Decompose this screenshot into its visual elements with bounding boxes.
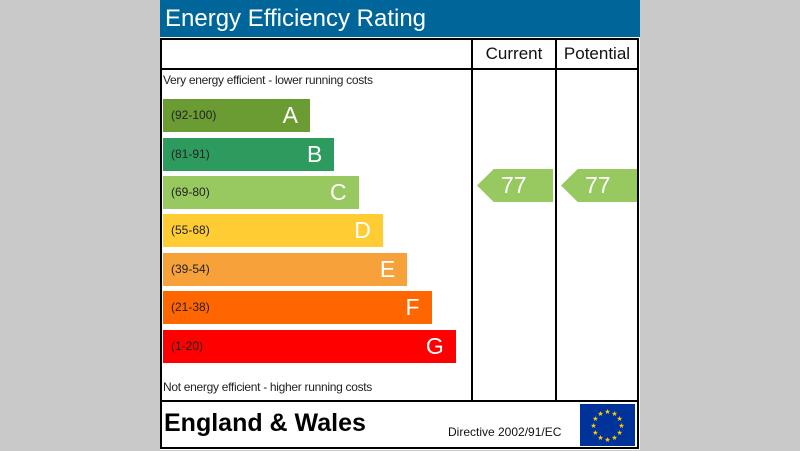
band-range: (92-100) bbox=[171, 108, 217, 122]
svg-text:★: ★ bbox=[592, 429, 598, 437]
top-note: Very energy efficient - lower running co… bbox=[163, 73, 373, 87]
energy-rating-panel: Energy Efficiency Rating Current Potenti… bbox=[160, 0, 640, 450]
svg-text:★: ★ bbox=[590, 422, 596, 430]
band-bar-e: (39-54) E bbox=[163, 253, 408, 286]
current-rating-arrow: 77 bbox=[477, 169, 553, 202]
band-bar-g: (1-20) G bbox=[163, 330, 456, 363]
svg-text:★: ★ bbox=[597, 434, 603, 442]
band-bar-a: (92-100) A bbox=[163, 99, 310, 132]
band-range: (55-68) bbox=[171, 223, 210, 237]
band-letter: F bbox=[405, 294, 420, 320]
region-label: England & Wales bbox=[164, 409, 366, 437]
svg-text:★: ★ bbox=[604, 436, 610, 444]
potential-column-header: Potential bbox=[563, 44, 631, 63]
band-range: (21-38) bbox=[171, 300, 210, 314]
band-bar-f: (21-38) F bbox=[163, 291, 432, 324]
svg-text:★: ★ bbox=[611, 410, 617, 418]
svg-text:★: ★ bbox=[616, 415, 622, 423]
svg-text:★: ★ bbox=[592, 415, 598, 423]
directive-label: Directive 2002/91/EC bbox=[448, 425, 562, 439]
bottom-note: Not energy efficient - higher running co… bbox=[163, 380, 373, 394]
band-letter: D bbox=[354, 217, 371, 243]
band-letter: B bbox=[306, 141, 323, 167]
chart-title: Energy Efficiency Rating bbox=[160, 0, 640, 37]
band-letter: E bbox=[379, 256, 396, 282]
header-divider bbox=[160, 68, 639, 70]
svg-text:★: ★ bbox=[611, 434, 617, 442]
eu-flag-icon: ★ ★ ★ ★ ★ ★ ★ ★ ★ ★ ★ ★ bbox=[580, 404, 635, 446]
band-letter: G bbox=[425, 333, 444, 359]
potential-rating-arrow: 77 bbox=[561, 169, 637, 202]
svg-text:★: ★ bbox=[618, 422, 624, 430]
column-divider bbox=[471, 38, 473, 402]
rating-table bbox=[160, 38, 639, 449]
potential-rating-value: 77 bbox=[585, 172, 611, 198]
band-bar-d: (55-68) D bbox=[163, 214, 383, 247]
band-bar-c: (69-80) C bbox=[163, 176, 359, 209]
band-range: (69-80) bbox=[171, 185, 210, 199]
band-bar-b: (81-91) B bbox=[163, 138, 335, 171]
band-letter: C bbox=[329, 179, 347, 205]
svg-text:★: ★ bbox=[616, 429, 622, 437]
current-rating-value: 77 bbox=[501, 172, 527, 198]
current-column-header: Current bbox=[485, 44, 543, 63]
svg-text:★: ★ bbox=[604, 408, 610, 416]
band-range: (39-54) bbox=[171, 262, 210, 276]
band-letter: A bbox=[282, 102, 298, 128]
band-range: (81-91) bbox=[171, 147, 210, 161]
footer-divider bbox=[160, 400, 639, 402]
column-divider bbox=[555, 38, 557, 402]
svg-text:★: ★ bbox=[597, 410, 603, 418]
band-range: (1-20) bbox=[171, 339, 204, 353]
